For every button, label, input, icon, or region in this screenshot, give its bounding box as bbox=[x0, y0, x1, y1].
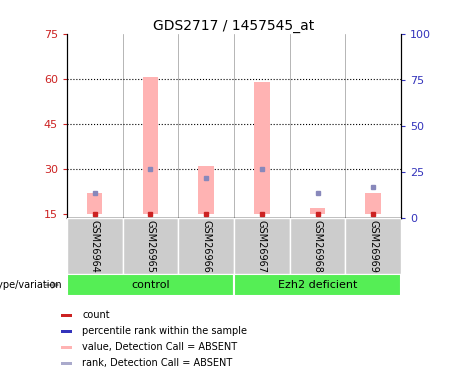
Bar bbox=[366, 194, 381, 214]
Text: GSM26966: GSM26966 bbox=[201, 220, 211, 273]
Text: count: count bbox=[83, 310, 110, 321]
Bar bbox=[87, 194, 102, 214]
Text: Ezh2 deficient: Ezh2 deficient bbox=[278, 280, 357, 290]
Bar bbox=[142, 77, 158, 214]
Bar bbox=[178, 217, 234, 274]
Text: control: control bbox=[131, 280, 170, 290]
Title: GDS2717 / 1457545_at: GDS2717 / 1457545_at bbox=[154, 19, 314, 33]
Bar bbox=[61, 362, 72, 365]
Text: GSM26967: GSM26967 bbox=[257, 220, 267, 273]
Text: GSM26968: GSM26968 bbox=[313, 220, 323, 273]
Bar bbox=[61, 346, 72, 349]
Text: GSM26969: GSM26969 bbox=[368, 220, 378, 273]
Text: value, Detection Call = ABSENT: value, Detection Call = ABSENT bbox=[83, 342, 237, 352]
Bar bbox=[254, 82, 270, 214]
Text: percentile rank within the sample: percentile rank within the sample bbox=[83, 326, 247, 336]
Bar bbox=[67, 217, 123, 274]
Bar bbox=[345, 217, 401, 274]
Bar bbox=[61, 330, 72, 333]
Text: rank, Detection Call = ABSENT: rank, Detection Call = ABSENT bbox=[83, 358, 232, 368]
Bar bbox=[61, 314, 72, 317]
Bar bbox=[290, 217, 345, 274]
Text: GSM26964: GSM26964 bbox=[90, 220, 100, 273]
Bar bbox=[198, 166, 214, 214]
Bar bbox=[234, 274, 401, 296]
Bar bbox=[310, 209, 325, 214]
Bar bbox=[234, 217, 290, 274]
Text: genotype/variation: genotype/variation bbox=[0, 280, 62, 290]
Bar bbox=[67, 274, 234, 296]
Bar bbox=[123, 217, 178, 274]
Text: GSM26965: GSM26965 bbox=[145, 220, 155, 273]
